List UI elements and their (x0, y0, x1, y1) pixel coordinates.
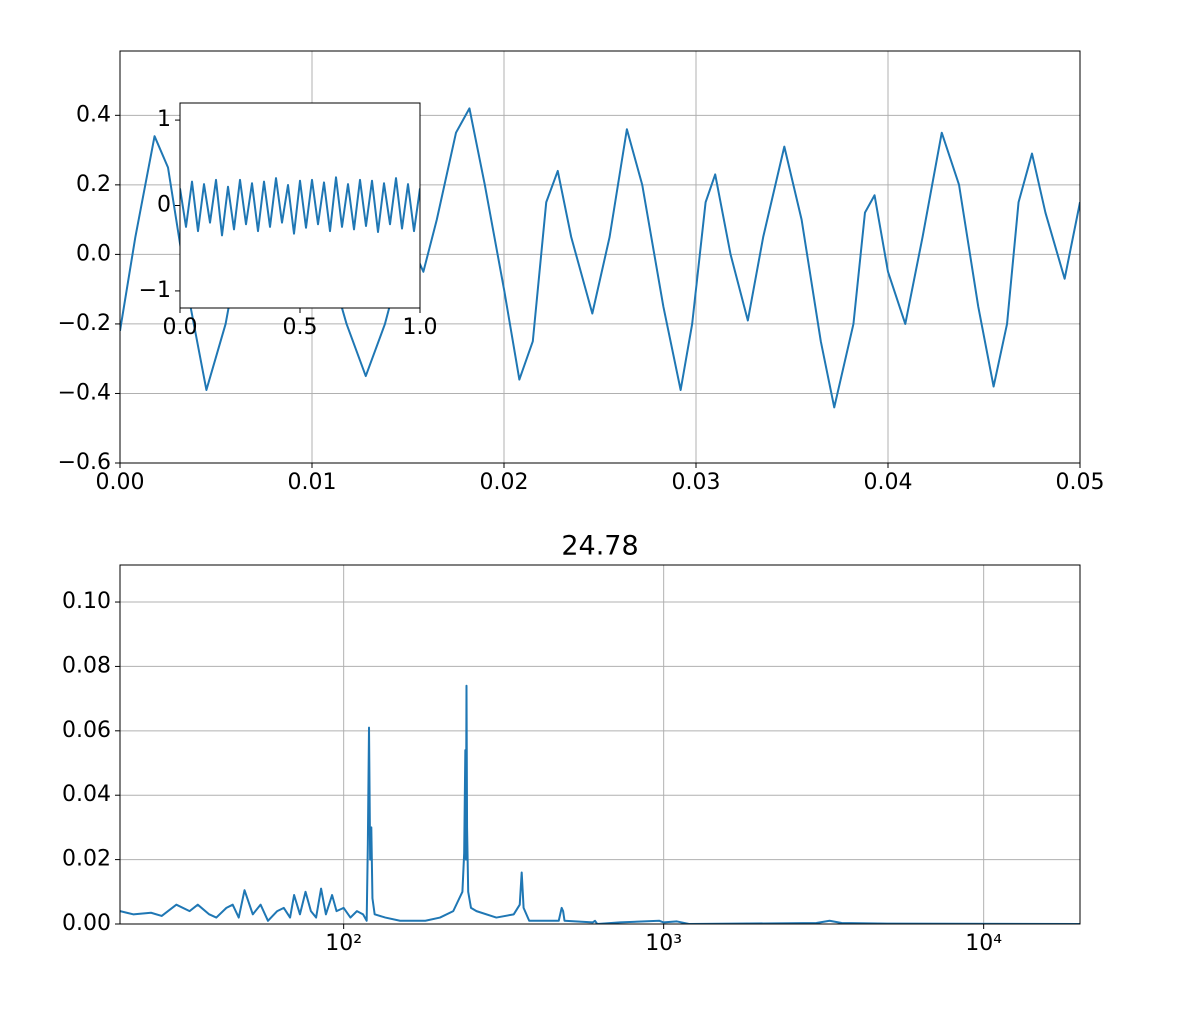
axes-background (180, 103, 420, 308)
x-tick-label: 0.5 (283, 315, 318, 340)
axes: 10² 10³ 10⁴ 0.00 0.02 0.04 0.06 0.08 0.10 24.78 (62, 531, 1081, 956)
y-tick-label: −0.2 (58, 311, 111, 336)
data-line (120, 684, 1080, 924)
y-tick-label: 0.08 (62, 653, 111, 678)
axes-frame (179, 102, 421, 309)
y-tick-label: 1 (157, 107, 171, 132)
y-tick-label: 0.00 (62, 911, 111, 936)
axes-background (120, 565, 1080, 924)
x-tick-label: 0.00 (96, 470, 145, 495)
x-tick-label: 10³ (645, 931, 682, 956)
x-tick-label: 0.04 (864, 470, 913, 495)
y-tick-label: 0.02 (62, 847, 111, 872)
y-tick-label: 0.06 (62, 718, 111, 743)
axes-frame (119, 50, 1081, 464)
y-tick-label: −1 (139, 278, 171, 303)
data-line (180, 176, 420, 237)
x-tick-label: 10⁴ (965, 931, 1002, 956)
x-tick-label: 0.03 (672, 470, 721, 495)
y-tick-label: 0 (157, 193, 171, 218)
y-tick-label: 0.4 (76, 102, 111, 127)
axes: 0.0 0.5 1.0 −1 0 1 (139, 102, 438, 340)
axes-frame (119, 564, 1081, 925)
x-tick-label: 0.0 (163, 315, 198, 340)
y-tick-label: −0.4 (58, 380, 111, 405)
chart-title: 24.78 (561, 531, 638, 562)
x-tick-label: 1.0 (403, 315, 438, 340)
y-tick-label: 0.10 (62, 589, 111, 614)
x-tick-label: 10² (325, 931, 362, 956)
x-tick-label: 0.05 (1056, 470, 1105, 495)
x-tick-label: 0.02 (480, 470, 529, 495)
y-tick-label: 0.2 (76, 172, 111, 197)
y-tick-label: 0.04 (62, 782, 111, 807)
y-tick-label: 0.0 (76, 241, 111, 266)
y-tick-label: −0.6 (58, 450, 111, 475)
x-tick-label: 0.01 (288, 470, 337, 495)
